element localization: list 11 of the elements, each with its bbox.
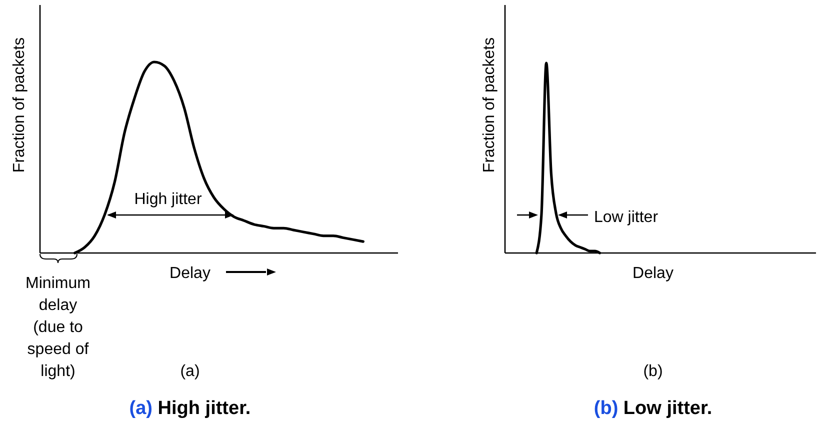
x-axis-title: Delay bbox=[170, 265, 210, 282]
text: (b) bbox=[643, 363, 663, 380]
annotation: High jitter bbox=[134, 191, 202, 208]
text: (a) High jitter. bbox=[129, 398, 251, 419]
x-axis-title: Delay bbox=[632, 265, 674, 282]
y-axis-title: Fraction of packets bbox=[11, 37, 28, 173]
y-axis-title: Fraction of packets bbox=[481, 37, 498, 173]
text: Minimum delay (due to speed of light) bbox=[26, 275, 90, 380]
annotation: Low jitter bbox=[594, 209, 659, 226]
text: (a) bbox=[180, 363, 200, 380]
text: (b) Low jitter. bbox=[594, 398, 712, 419]
